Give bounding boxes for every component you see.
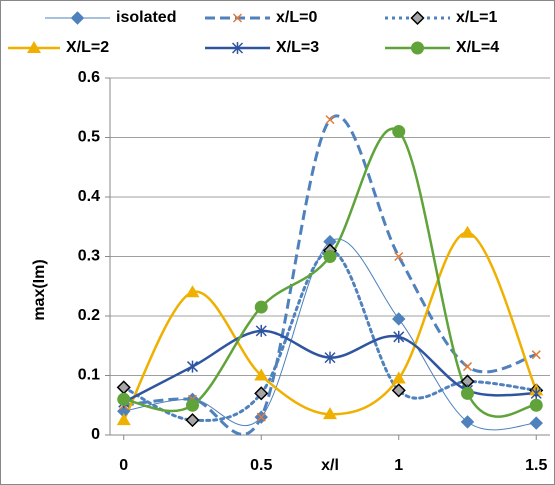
- marker: [186, 398, 199, 412]
- x-tick-label: 1: [394, 457, 403, 474]
- marker: [392, 125, 406, 139]
- legend-item: isolated: [45, 9, 176, 26]
- legend-marker: [232, 13, 243, 23]
- legend-item: X/L=3: [205, 39, 319, 56]
- legend-marker: [70, 11, 85, 25]
- y-tick-label: 0.4: [78, 188, 100, 205]
- marker: [460, 225, 475, 238]
- x-axis-title: x/l: [321, 457, 339, 474]
- marker: [461, 386, 474, 400]
- marker: [323, 250, 337, 263]
- marker: [323, 407, 337, 420]
- marker: [255, 324, 267, 337]
- legend-marker: [231, 42, 244, 54]
- y-tick-label: 0.3: [78, 248, 100, 265]
- y-tick-label: 0: [91, 426, 100, 443]
- marker: [185, 413, 200, 428]
- marker: [186, 360, 199, 373]
- x-tick-label: 0: [119, 457, 128, 474]
- marker: [256, 412, 266, 422]
- marker: [529, 398, 543, 412]
- legend-label: x/L=1: [456, 9, 497, 26]
- marker: [391, 371, 406, 384]
- legend-label: isolated: [116, 9, 176, 26]
- legend-item: X/L=4: [385, 39, 499, 56]
- legend-item: X/L=2: [8, 39, 109, 56]
- y-tick-label: 0.2: [78, 307, 100, 324]
- marker: [391, 383, 406, 398]
- legend-marker: [27, 41, 41, 53]
- marker: [392, 312, 406, 326]
- y-tick-label: 0.1: [78, 367, 100, 384]
- marker: [529, 416, 543, 430]
- y-axis-title: max(Im): [31, 259, 48, 320]
- marker: [394, 251, 404, 262]
- marker: [116, 413, 131, 426]
- legend-marker: [410, 10, 425, 26]
- marker: [460, 415, 475, 429]
- marker: [117, 392, 131, 406]
- legend-item: x/L=0: [205, 9, 317, 26]
- legend-item: x/L=1: [385, 9, 497, 26]
- marker: [462, 362, 473, 372]
- legend-label: X/L=3: [276, 39, 319, 56]
- y-tick-label: 0.5: [78, 129, 100, 146]
- legend-label: X/L=4: [456, 39, 499, 56]
- x-tick-label: 0.5: [250, 457, 272, 474]
- marker: [254, 368, 269, 381]
- legend-label: x/L=0: [276, 9, 317, 26]
- marker: [254, 386, 269, 401]
- legend-label: X/L=2: [66, 39, 109, 56]
- marker: [324, 351, 336, 364]
- marker: [325, 115, 335, 125]
- y-tick-label: 0.6: [78, 69, 100, 86]
- x-tick-label: 1.5: [525, 457, 547, 474]
- legend-marker: [411, 41, 424, 55]
- marker: [531, 350, 541, 360]
- marker: [393, 330, 405, 343]
- marker: [185, 285, 200, 298]
- marker: [530, 387, 542, 400]
- marker: [254, 300, 268, 314]
